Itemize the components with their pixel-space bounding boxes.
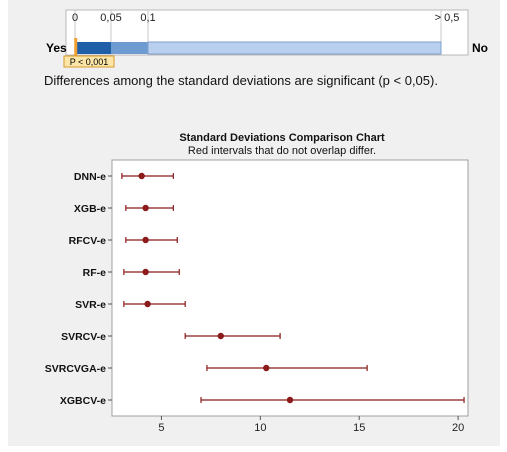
- category-label: XGBCV-e: [60, 395, 106, 407]
- x-tick-label: 5: [158, 422, 164, 434]
- estimate-point: [138, 172, 145, 180]
- category-label: RFCV-e: [69, 235, 107, 247]
- p-value-badge: [63, 55, 115, 68]
- estimate-point: [142, 236, 149, 244]
- plot-area: [111, 159, 469, 417]
- estimate-point: [263, 364, 270, 372]
- category-label: DNN-e: [74, 171, 106, 183]
- estimate-point: [217, 332, 224, 340]
- scale-segment-borderline: [111, 42, 148, 54]
- scale-segment-significant: [75, 42, 111, 54]
- results-panel: 0 0,05 0,1 > 0,5 Yes No P < 0,001 Differences …: [8, 0, 500, 446]
- scale-tick-label: 0,05: [100, 12, 121, 24]
- scale-tick-label: > 0,5: [435, 12, 460, 24]
- estimate-point: [286, 396, 294, 404]
- estimate-point: [142, 204, 149, 212]
- category-label: SVR-e: [75, 299, 106, 311]
- sd-comparison-chart: Standard Deviations Comparison ChartRed …: [45, 132, 469, 434]
- no-label: No: [472, 41, 488, 55]
- estimate-point: [142, 268, 149, 276]
- significance-description: Differences among the standard deviation…: [44, 73, 438, 88]
- category-label: SVRCV-e: [61, 331, 106, 343]
- x-tick-label: 10: [254, 422, 266, 434]
- category-label: RF-e: [83, 267, 106, 279]
- chart-subtitle: Red intervals that do not overlap differ…: [188, 145, 376, 157]
- p-value-marker: [74, 38, 78, 58]
- yes-label: Yes: [46, 41, 67, 55]
- scale-tick-label: 0,1: [140, 12, 155, 24]
- x-tick-label: 15: [353, 422, 365, 434]
- p-value-badge-text: P < 0,001: [70, 57, 109, 67]
- category-label: XGB-e: [74, 203, 106, 215]
- estimate-point: [144, 300, 151, 308]
- category-label: SVRCVGA-e: [45, 363, 106, 375]
- x-tick-label: 20: [452, 422, 464, 434]
- scale-tick-label: 0: [72, 12, 78, 24]
- chart-title: Standard Deviations Comparison Chart: [179, 132, 385, 144]
- significance-bar: 0 0,05 0,1 > 0,5 Yes No P < 0,001: [46, 9, 488, 68]
- scale-segment-not-significant: [147, 41, 442, 55]
